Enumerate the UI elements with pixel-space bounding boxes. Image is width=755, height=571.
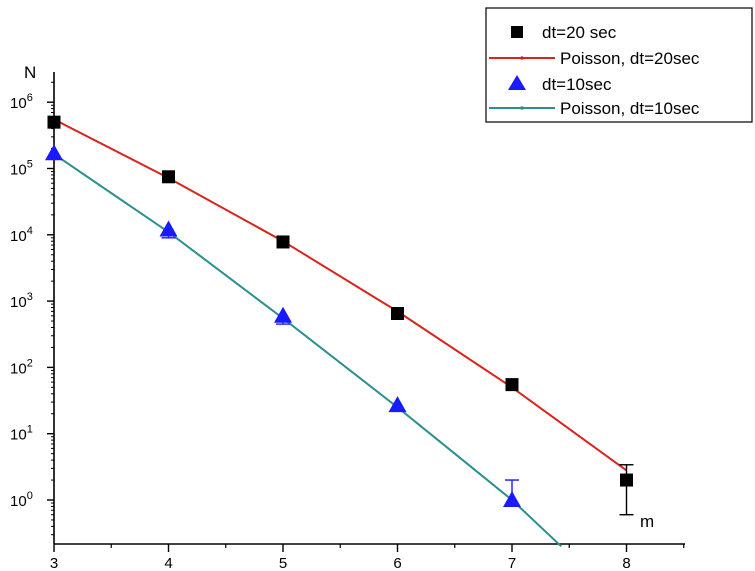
axes: 3 4 5 6 7 8 100 101 102 103 104 105 106 Nm (10, 63, 685, 571)
x-tick-label: 5 (279, 555, 287, 571)
legend-label: Poisson, dt=10sec (560, 99, 700, 118)
x-tick-label: 8 (622, 555, 630, 571)
x-tick-label: 4 (164, 555, 172, 571)
y-tick-label: 105 (10, 159, 33, 179)
legend-line-dot (520, 56, 524, 60)
legend-line-dot (520, 106, 524, 110)
y-tick-label: 101 (10, 424, 33, 444)
data-point-triangle (274, 306, 292, 323)
legend-label: dt=20 sec (542, 23, 617, 42)
legend-box (485, 7, 753, 123)
data-point-square (620, 473, 633, 487)
series-layer (45, 115, 634, 548)
y-tick-label: 103 (10, 291, 33, 311)
data-point-square (505, 378, 519, 392)
data-point-square (162, 170, 175, 184)
x-tick-label: 6 (393, 555, 401, 571)
y-axis-title: N (24, 63, 36, 82)
y-tick-label: 106 (10, 92, 33, 112)
series-line (53, 153, 562, 548)
y-tick-label: 102 (10, 357, 33, 377)
data-point-triangle (388, 396, 407, 413)
y-tick-label: 104 (10, 225, 33, 245)
data-point-square (391, 307, 404, 321)
x-axis-title: m (640, 512, 654, 531)
data-point-triangle (159, 220, 178, 237)
legend: dt=20 sec Poisson, dt=20sec dt=10sec Poisso… (485, 7, 753, 123)
legend-label: dt=10sec (542, 75, 612, 94)
data-point-square (276, 235, 290, 249)
legend-square-icon (511, 26, 523, 38)
legend-triangle-icon (508, 75, 526, 90)
series-line (53, 118, 628, 472)
data-point-square (47, 115, 61, 129)
x-tick-label: 3 (50, 555, 58, 571)
data-point-triangle (45, 144, 63, 161)
x-tick-label: 7 (508, 555, 516, 571)
legend-label: Poisson, dt=20sec (560, 49, 700, 68)
data-point-triangle (503, 491, 521, 507)
y-tick-label: 100 (10, 490, 33, 510)
